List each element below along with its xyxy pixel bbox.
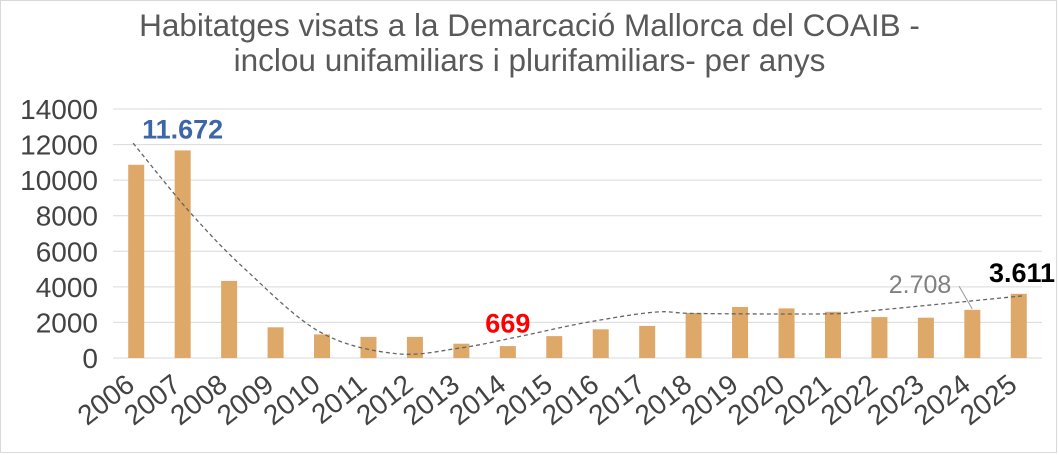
svg-text:4000: 4000 — [36, 272, 98, 303]
svg-text:10000: 10000 — [20, 165, 98, 196]
svg-text:11.672: 11.672 — [142, 114, 223, 144]
svg-text:14000: 14000 — [20, 94, 98, 125]
svg-text:2.708: 2.708 — [889, 271, 952, 299]
svg-text:2000: 2000 — [36, 307, 98, 338]
svg-text:3.611: 3.611 — [989, 258, 1055, 288]
svg-text:12000: 12000 — [20, 130, 98, 161]
svg-text:6000: 6000 — [36, 236, 98, 267]
svg-text:2025: 2025 — [954, 368, 1022, 431]
svg-text:8000: 8000 — [36, 201, 98, 232]
svg-text:0: 0 — [82, 343, 98, 374]
svg-text:669: 669 — [485, 308, 530, 338]
